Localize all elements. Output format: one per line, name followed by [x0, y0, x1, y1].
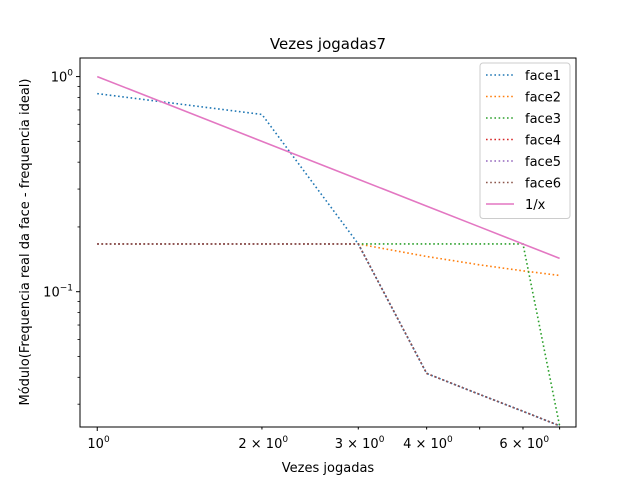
- plot-area: [96, 75, 561, 427]
- legend-label-4: face5: [525, 155, 561, 170]
- x-tick-label-2: 3 × 100: [332, 435, 385, 452]
- y-tick-label-1: 10−1: [41, 284, 73, 301]
- legend-label-3: face4: [525, 134, 561, 149]
- plot-frame: [79, 57, 577, 428]
- legend: face1 face2 face3 face4 face5 face6 1/x: [479, 62, 571, 219]
- x-tick-label-4: 6 × 100: [497, 435, 550, 452]
- x-tick-label-3: 4 × 100: [400, 435, 453, 452]
- x-tick-label-1: 2 × 100: [236, 435, 289, 452]
- x-axis-label: Vezes jogadas: [282, 461, 375, 476]
- series-line-6: [96, 75, 560, 260]
- legend-label-2: face3: [525, 112, 561, 127]
- chart-title: Vezes jogadas7: [270, 35, 386, 53]
- axis-ticks: 100 2 × 100 3 × 100 4 × 100 6 × 100 100 …: [41, 69, 561, 452]
- y-axis-label: Módulo(Frequencia real da face - frequen…: [18, 79, 33, 406]
- y-tick-label-0: 100: [48, 69, 73, 86]
- legend-box: [479, 62, 571, 219]
- series-line-5: [97, 243, 560, 427]
- legend-label-0: face1: [525, 69, 561, 84]
- legend-label-1: face2: [525, 91, 561, 106]
- legend-label-5: face6: [525, 177, 561, 192]
- legend-label-6: 1/x: [525, 198, 546, 213]
- x-tick-label-0: 100: [85, 435, 110, 452]
